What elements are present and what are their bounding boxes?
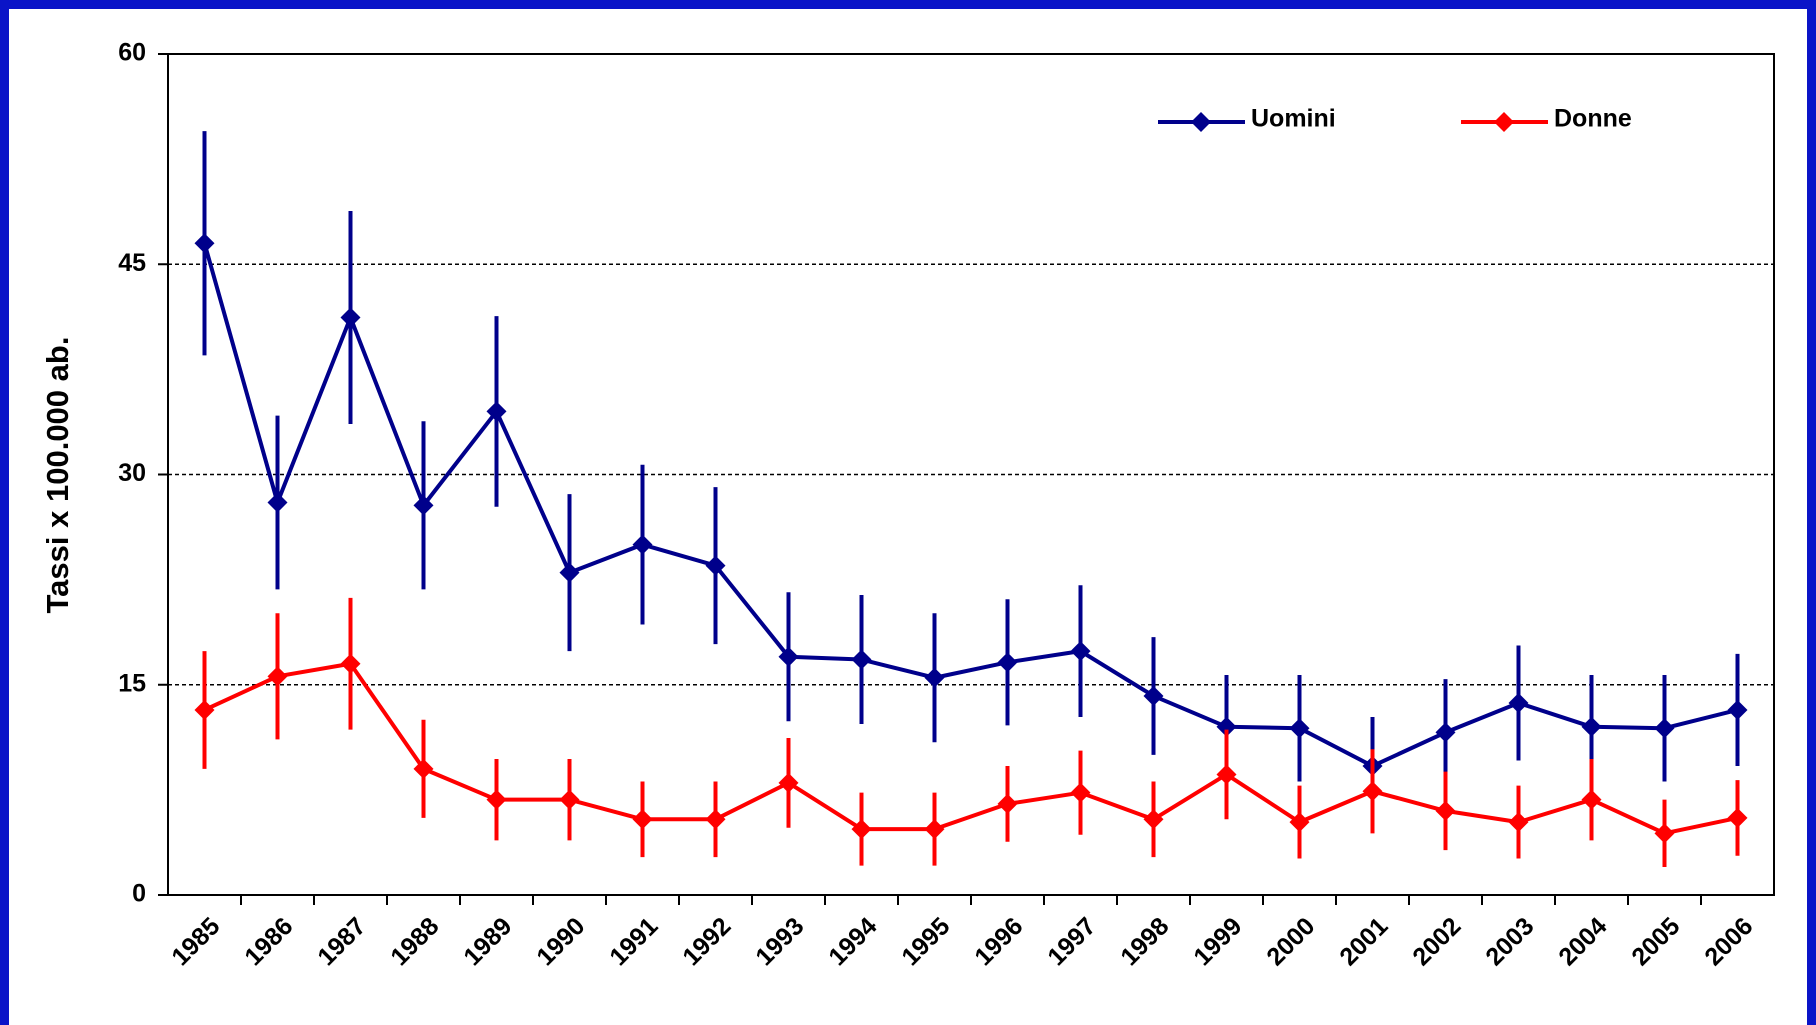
marker <box>1581 716 1602 737</box>
series-line <box>203 661 1738 836</box>
marker <box>997 652 1018 673</box>
marker <box>632 809 653 830</box>
marker <box>267 492 288 513</box>
marker <box>851 819 872 840</box>
marker <box>1216 764 1237 785</box>
marker <box>559 562 580 583</box>
marker <box>194 233 215 254</box>
marker <box>1070 782 1091 803</box>
marker <box>1143 685 1164 706</box>
marker <box>632 534 653 555</box>
marker <box>267 666 288 687</box>
chart-background <box>9 9 1807 1025</box>
marker <box>705 555 726 576</box>
y-tick-label: 30 <box>118 459 146 487</box>
marker <box>1435 722 1456 743</box>
marker <box>851 649 872 670</box>
y-tick-label: 60 <box>118 39 146 67</box>
legend-label: Uomini <box>1251 105 1336 133</box>
marker <box>1289 718 1310 739</box>
marker <box>559 789 580 810</box>
marker <box>1216 716 1237 737</box>
marker <box>413 758 434 779</box>
marker <box>1508 812 1529 833</box>
marker <box>997 793 1018 814</box>
marker <box>1508 692 1529 713</box>
legend-label: Donne <box>1554 105 1632 133</box>
marker <box>486 401 507 422</box>
marker <box>1581 789 1602 810</box>
marker <box>1654 823 1675 844</box>
marker <box>1727 807 1748 828</box>
y-tick-label: 15 <box>118 669 146 697</box>
marker <box>705 809 726 830</box>
marker <box>194 699 215 720</box>
marker <box>1070 641 1091 662</box>
marker <box>1435 800 1456 821</box>
marker <box>778 646 799 667</box>
y-tick-label: 45 <box>118 249 146 277</box>
legend-marker <box>1494 112 1514 132</box>
marker <box>340 307 361 328</box>
marker <box>1654 718 1675 739</box>
marker <box>924 667 945 688</box>
marker <box>1727 699 1748 720</box>
y-axis-title: Tassi x 100.000 ab. <box>40 337 75 614</box>
marker <box>413 495 434 516</box>
marker <box>1289 812 1310 833</box>
marker <box>340 653 361 674</box>
legend-marker <box>1191 112 1211 132</box>
marker <box>924 819 945 840</box>
series-line <box>202 242 1738 769</box>
marker <box>1362 781 1383 802</box>
y-tick-label: 0 <box>132 880 146 908</box>
marker <box>486 789 507 810</box>
marker <box>778 772 799 793</box>
marker <box>1143 809 1164 830</box>
